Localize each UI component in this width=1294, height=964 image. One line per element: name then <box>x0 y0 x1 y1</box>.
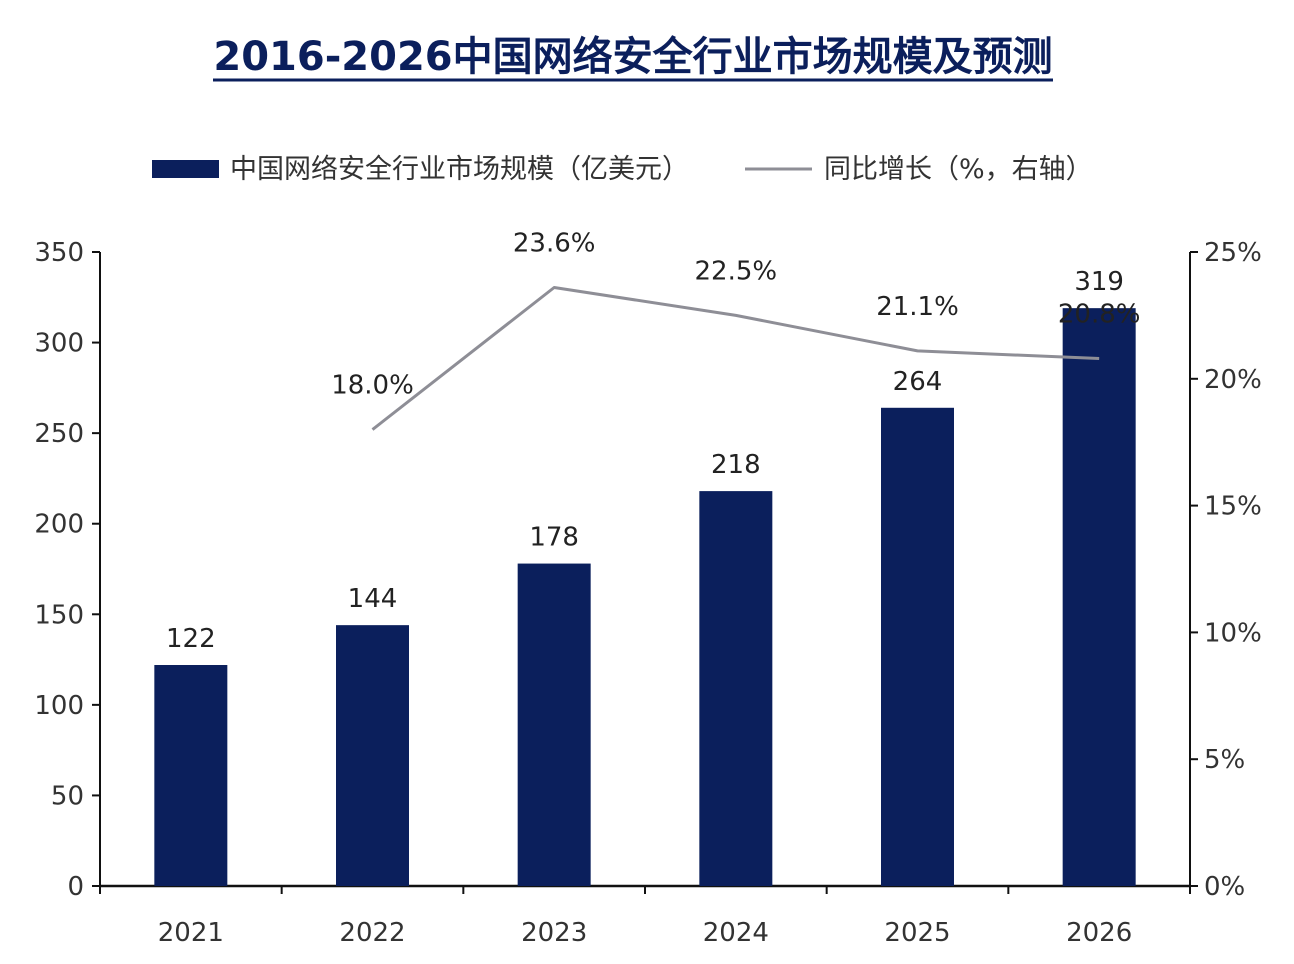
bar-2024 <box>699 491 773 886</box>
growth-line <box>371 286 1100 431</box>
y-right-tick-label: 25% <box>1204 238 1262 268</box>
bar-value-label: 218 <box>711 450 761 480</box>
bar-data-labels: 122 144 178 218 264 319 <box>166 267 1124 654</box>
axes <box>99 252 1191 888</box>
x-tick-label: 2024 <box>703 918 769 948</box>
bar-value-label: 144 <box>348 584 398 614</box>
x-tick-label: 2023 <box>521 918 587 948</box>
legend: 中国网络安全行业市场规模（亿美元） 同比增长（%，右轴） <box>152 154 1093 185</box>
y-right-tick-label: 0% <box>1204 872 1245 902</box>
x-tick-label: 2021 <box>158 918 224 948</box>
y-left-tick-label: 0 <box>67 872 84 902</box>
bar-2023 <box>517 563 591 886</box>
bar-2025 <box>881 407 954 886</box>
bar-value-label: 264 <box>893 367 943 397</box>
y-left-tick-label: 150 <box>34 600 84 630</box>
growth-value-label: 18.0% <box>331 371 414 401</box>
growth-data-labels: 18.0% 23.6% 22.5% 21.1% 20.8% <box>331 229 1140 401</box>
y-left-tick-label: 100 <box>34 691 84 721</box>
x-axis-ticks: 2021 2022 2023 2024 2025 2026 <box>99 886 1191 948</box>
y-right-tick-label: 5% <box>1204 745 1245 775</box>
y-axis-right-ticks: 0% 5% 10% 15% 20% 25% <box>1190 238 1262 902</box>
x-tick-label: 2025 <box>884 918 950 948</box>
bar-value-label: 178 <box>529 523 579 553</box>
bar-value-label: 319 <box>1074 267 1124 297</box>
growth-value-label: 23.6% <box>513 229 596 259</box>
y-left-tick-label: 350 <box>34 238 84 268</box>
growth-value-label: 20.8% <box>1058 300 1141 330</box>
y-left-tick-label: 250 <box>34 419 84 449</box>
bar-2026 <box>1062 308 1136 886</box>
y-left-tick-label: 50 <box>51 781 84 811</box>
bar-series <box>154 308 1136 886</box>
y-right-tick-label: 20% <box>1204 365 1262 395</box>
x-tick-label: 2026 <box>1066 918 1132 948</box>
y-left-tick-label: 200 <box>34 510 84 540</box>
legend-label-line: 同比增长（%，右轴） <box>824 154 1093 185</box>
bar-2021 <box>154 665 228 886</box>
growth-value-label: 21.1% <box>876 292 959 322</box>
legend-swatch-bar <box>152 160 219 178</box>
y-axis-left-ticks: 0 50 100 150 200 250 300 350 <box>34 238 100 902</box>
y-left-tick-label: 300 <box>34 329 84 359</box>
bar-value-label: 122 <box>166 624 216 654</box>
x-tick-label: 2022 <box>339 918 405 948</box>
y-right-tick-label: 10% <box>1204 618 1262 648</box>
chart-title: 2016-2026中国网络安全行业市场规模及预测 <box>213 34 1052 80</box>
growth-value-label: 22.5% <box>695 256 778 286</box>
bar-2022 <box>336 625 409 886</box>
legend-label-bar: 中国网络安全行业市场规模（亿美元） <box>230 154 689 185</box>
growth-line-series <box>371 286 1100 431</box>
y-right-tick-label: 15% <box>1204 492 1262 522</box>
